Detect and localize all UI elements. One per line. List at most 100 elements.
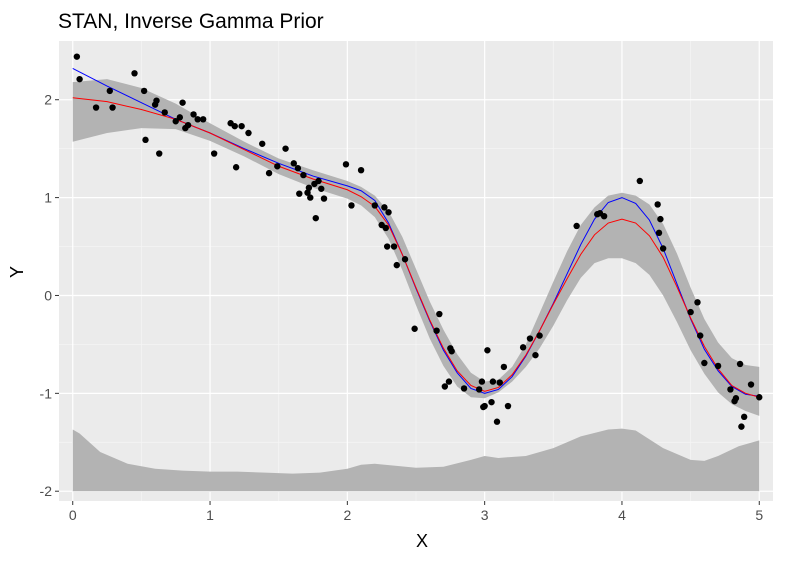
data-point (732, 395, 740, 402)
data-point (342, 161, 350, 168)
credible-band-1 (72, 79, 760, 416)
data-point (296, 190, 303, 197)
data-point (179, 99, 186, 106)
data-point (756, 394, 763, 401)
true-function-line (72, 67, 760, 397)
data-point (199, 116, 207, 123)
data-point (161, 109, 168, 116)
data-point (265, 169, 273, 177)
data-points (73, 53, 763, 430)
data-point (172, 118, 179, 125)
data-point (73, 53, 81, 60)
credible-bands (72, 79, 760, 492)
data-point (740, 413, 748, 421)
x-tick-label: 5 (755, 507, 763, 523)
data-point (687, 308, 694, 316)
data-point (484, 347, 491, 354)
fit-lines (72, 67, 760, 398)
data-point (694, 299, 701, 306)
data-point (383, 243, 391, 250)
data-point (504, 402, 512, 410)
data-point (382, 224, 389, 232)
data-point (92, 104, 100, 111)
data-point (478, 378, 486, 385)
data-point (445, 378, 453, 385)
data-point (519, 344, 527, 351)
data-point (411, 325, 418, 332)
y-axis: -2 -1 0 1 2 (40, 92, 59, 499)
data-point (441, 383, 449, 390)
data-point (131, 70, 138, 77)
data-point (231, 122, 238, 130)
data-point (274, 163, 281, 170)
data-point (738, 423, 745, 430)
data-point (488, 398, 495, 406)
x-tick-label: 2 (343, 507, 351, 523)
y-tick-label: 0 (44, 287, 52, 303)
chart-title: STAN, Inverse Gamma Prior (58, 10, 324, 33)
data-point (315, 177, 322, 185)
data-point (697, 332, 704, 339)
data-point (496, 379, 503, 386)
data-point (106, 87, 114, 95)
x-tick-label: 1 (206, 507, 214, 523)
data-point (736, 360, 744, 368)
data-point (600, 212, 608, 220)
data-point (532, 351, 539, 359)
data-point (210, 150, 218, 157)
y-tick-label: 1 (44, 190, 52, 206)
data-point (448, 348, 455, 355)
data-point (304, 189, 311, 196)
data-point (294, 165, 302, 172)
x-tick-label: 0 (69, 507, 77, 523)
data-point (654, 201, 661, 208)
data-point (232, 164, 240, 171)
data-point (657, 215, 664, 223)
data-point (526, 335, 534, 342)
data-point (536, 332, 543, 339)
data-point (153, 97, 160, 104)
data-point (393, 261, 400, 269)
data-point (238, 122, 245, 130)
data-point (307, 194, 314, 201)
data-point (109, 104, 116, 111)
x-tick-label: 3 (481, 507, 489, 523)
data-point (156, 150, 163, 157)
data-point (433, 327, 440, 334)
data-point (357, 166, 365, 174)
data-point (312, 214, 319, 222)
data-point (747, 381, 755, 388)
data-point (636, 177, 644, 185)
y-tick-label: -2 (40, 483, 53, 499)
y-axis-title: Y (7, 266, 27, 278)
data-point (493, 418, 501, 425)
data-point (320, 195, 328, 202)
data-point (573, 222, 580, 230)
data-point (371, 202, 379, 209)
data-point (655, 229, 663, 237)
data-point (190, 111, 197, 118)
data-point (701, 359, 708, 367)
data-point (390, 243, 398, 250)
data-point (305, 184, 313, 192)
data-point (282, 145, 289, 152)
data-point (385, 209, 392, 216)
data-point (184, 121, 192, 129)
data-point (140, 87, 148, 95)
x-axis: 0 1 2 3 4 5 (69, 501, 763, 523)
data-point (489, 378, 497, 385)
data-point (245, 129, 252, 137)
data-point (714, 362, 722, 370)
credible-band-2 (72, 428, 760, 492)
y-tick-label: 2 (44, 92, 52, 108)
data-point (475, 386, 483, 393)
data-point (401, 256, 409, 263)
data-point (176, 114, 184, 121)
data-point (381, 204, 388, 211)
data-point (348, 202, 355, 209)
data-point (259, 140, 266, 147)
data-point (76, 75, 83, 83)
data-point (300, 171, 307, 179)
data-point (481, 402, 488, 410)
